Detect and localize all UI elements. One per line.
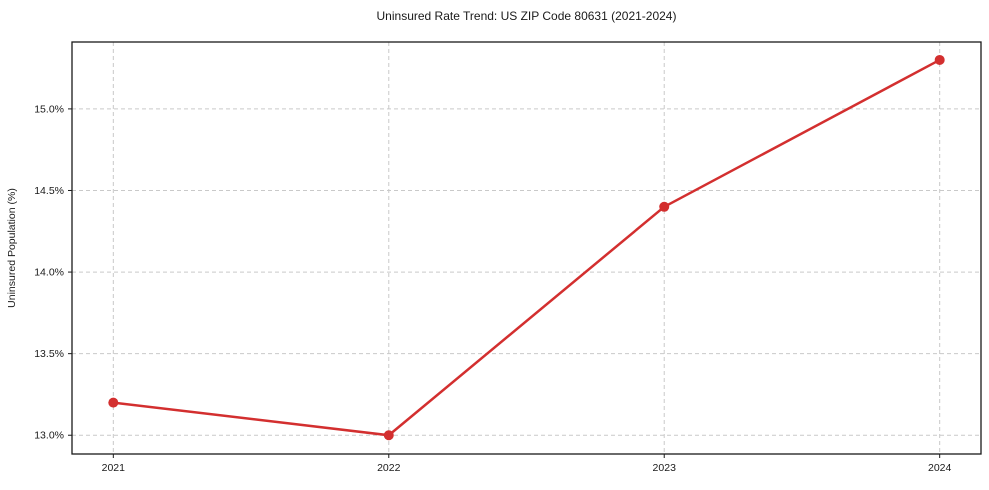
- data-point: [659, 201, 670, 212]
- y-tick-label: 14.5%: [34, 185, 64, 197]
- data-point: [934, 54, 945, 65]
- x-tick-label: 2022: [377, 462, 401, 474]
- data-point: [108, 397, 119, 408]
- y-tick-label: 14.0%: [34, 267, 64, 279]
- y-tick-label: 15.0%: [34, 103, 64, 115]
- data-point: [383, 430, 394, 441]
- y-tick-label: 13.5%: [34, 348, 64, 360]
- chart-title: Uninsured Rate Trend: US ZIP Code 80631 …: [376, 9, 677, 23]
- x-tick-label: 2024: [928, 462, 952, 474]
- y-tick-label: 13.0%: [34, 430, 64, 442]
- x-tick-label: 2023: [653, 462, 677, 474]
- plot-frame: [71, 41, 982, 455]
- x-tick-label: 2021: [102, 462, 126, 474]
- data-line: [112, 58, 941, 437]
